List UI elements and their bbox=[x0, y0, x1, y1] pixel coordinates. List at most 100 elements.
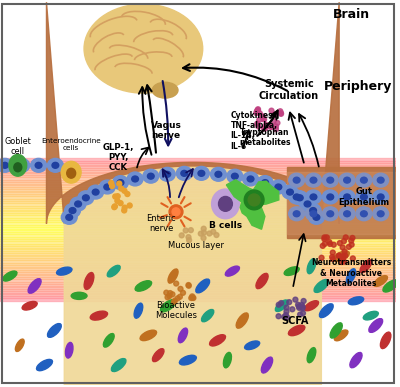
Ellipse shape bbox=[327, 194, 334, 200]
Circle shape bbox=[165, 295, 170, 300]
Bar bbox=[0, 279, 396, 282]
Bar bbox=[0, 289, 396, 291]
Ellipse shape bbox=[304, 301, 318, 311]
Ellipse shape bbox=[300, 197, 316, 211]
Circle shape bbox=[297, 305, 302, 310]
Bar bbox=[0, 182, 396, 185]
Bar bbox=[0, 229, 396, 232]
Circle shape bbox=[175, 296, 180, 301]
Ellipse shape bbox=[373, 207, 389, 221]
Circle shape bbox=[282, 315, 287, 319]
Ellipse shape bbox=[360, 177, 367, 183]
Ellipse shape bbox=[356, 190, 372, 204]
Bar bbox=[0, 232, 396, 235]
Circle shape bbox=[178, 286, 183, 291]
Ellipse shape bbox=[262, 180, 268, 185]
Circle shape bbox=[214, 233, 219, 238]
Circle shape bbox=[300, 305, 305, 309]
Bar bbox=[0, 227, 396, 229]
Circle shape bbox=[278, 111, 284, 116]
Bar bbox=[0, 201, 396, 204]
Ellipse shape bbox=[293, 177, 300, 183]
Circle shape bbox=[186, 235, 191, 240]
Ellipse shape bbox=[306, 173, 321, 187]
Bar bbox=[0, 175, 396, 177]
Circle shape bbox=[172, 208, 180, 216]
Ellipse shape bbox=[270, 180, 286, 194]
Ellipse shape bbox=[61, 161, 81, 183]
Ellipse shape bbox=[22, 301, 37, 310]
Ellipse shape bbox=[373, 190, 389, 204]
Ellipse shape bbox=[320, 304, 333, 318]
Ellipse shape bbox=[348, 297, 364, 305]
Circle shape bbox=[264, 122, 268, 127]
Ellipse shape bbox=[346, 269, 356, 283]
Ellipse shape bbox=[330, 323, 342, 338]
Circle shape bbox=[113, 194, 118, 199]
Ellipse shape bbox=[215, 171, 222, 177]
Ellipse shape bbox=[247, 176, 254, 182]
Ellipse shape bbox=[344, 211, 350, 217]
Bar bbox=[0, 272, 396, 275]
Ellipse shape bbox=[360, 194, 367, 200]
Ellipse shape bbox=[313, 214, 320, 220]
Circle shape bbox=[284, 315, 290, 320]
Ellipse shape bbox=[78, 191, 94, 205]
Bar bbox=[0, 239, 396, 241]
Ellipse shape bbox=[360, 260, 372, 273]
Circle shape bbox=[112, 204, 117, 209]
Circle shape bbox=[287, 300, 292, 305]
Polygon shape bbox=[46, 2, 339, 224]
Ellipse shape bbox=[180, 355, 196, 365]
Bar bbox=[0, 291, 396, 294]
Ellipse shape bbox=[31, 158, 46, 172]
Bar bbox=[0, 211, 396, 213]
Ellipse shape bbox=[65, 204, 80, 217]
Circle shape bbox=[119, 186, 124, 191]
Circle shape bbox=[350, 256, 355, 261]
Bar bbox=[0, 234, 396, 237]
Ellipse shape bbox=[132, 176, 138, 182]
Circle shape bbox=[211, 229, 216, 234]
Ellipse shape bbox=[327, 177, 334, 183]
Ellipse shape bbox=[296, 195, 303, 201]
Ellipse shape bbox=[322, 190, 338, 204]
Circle shape bbox=[298, 312, 302, 317]
Bar bbox=[0, 173, 396, 175]
Ellipse shape bbox=[48, 324, 61, 337]
Bar bbox=[0, 170, 396, 173]
Ellipse shape bbox=[0, 158, 13, 172]
Ellipse shape bbox=[377, 194, 384, 200]
Ellipse shape bbox=[339, 173, 355, 187]
Ellipse shape bbox=[18, 163, 25, 168]
Circle shape bbox=[198, 231, 203, 236]
Text: Goblet
cell: Goblet cell bbox=[4, 137, 31, 156]
Circle shape bbox=[254, 111, 259, 115]
Bar bbox=[0, 296, 396, 298]
Circle shape bbox=[255, 121, 260, 126]
Bar bbox=[0, 180, 396, 182]
Circle shape bbox=[164, 290, 169, 295]
Ellipse shape bbox=[339, 190, 355, 204]
Circle shape bbox=[190, 295, 195, 300]
Ellipse shape bbox=[344, 177, 350, 183]
Ellipse shape bbox=[140, 330, 156, 341]
Ellipse shape bbox=[90, 311, 108, 320]
Ellipse shape bbox=[284, 267, 299, 276]
Bar bbox=[0, 265, 396, 267]
Circle shape bbox=[296, 304, 301, 309]
Circle shape bbox=[269, 108, 274, 113]
Text: Cytokines
TNF-alpha,
IL-1β,
IL-6: Cytokines TNF-alpha, IL-1β, IL-6 bbox=[230, 111, 277, 151]
Ellipse shape bbox=[373, 173, 389, 187]
Circle shape bbox=[340, 257, 346, 262]
Circle shape bbox=[342, 249, 347, 254]
Circle shape bbox=[189, 296, 194, 300]
Ellipse shape bbox=[293, 194, 300, 200]
Ellipse shape bbox=[3, 271, 17, 281]
Ellipse shape bbox=[196, 279, 210, 293]
Ellipse shape bbox=[135, 281, 152, 291]
Bar bbox=[0, 267, 396, 270]
Ellipse shape bbox=[66, 342, 73, 358]
Ellipse shape bbox=[75, 201, 82, 207]
Circle shape bbox=[254, 108, 260, 113]
